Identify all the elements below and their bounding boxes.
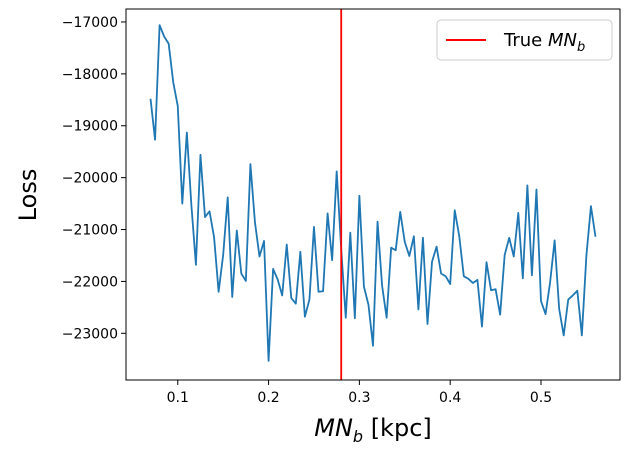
legend-label-prefix: True (503, 30, 548, 51)
y-axis-label: Loss (14, 169, 42, 222)
legend-label-subscript: b (577, 40, 585, 55)
x-axis-label-subscript: b (353, 427, 363, 446)
y-axis-ticks: −17000 −18000 −19000 −20000 −21000 −22000 −230… (62, 15, 126, 342)
y-tick-label: −19000 (62, 119, 118, 135)
y-tick-label: −22000 (62, 274, 118, 290)
x-tick-label: 0.5 (530, 390, 552, 406)
y-tick-label: −17000 (62, 15, 118, 31)
x-axis-label: MNb [kpc] (314, 414, 432, 446)
x-tick-label: 0.2 (257, 390, 279, 406)
plot-area (126, 9, 620, 380)
legend: True MNb (436, 19, 613, 61)
x-axis-ticks: 0.1 0.2 0.3 0.4 0.5 (167, 380, 552, 406)
axes-frame (125, 8, 621, 381)
y-tick-label: −23000 (62, 326, 118, 342)
x-tick-label: 0.3 (348, 390, 370, 406)
data-layer (149, 9, 597, 380)
x-tick-label: 0.4 (439, 390, 461, 406)
x-axis-label-unit: [kpc] (363, 414, 432, 442)
y-tick-label: −21000 (62, 223, 118, 239)
y-tick-label: −18000 (62, 67, 118, 83)
loss-series-line (149, 24, 597, 362)
legend-label-main: MN (548, 30, 577, 51)
y-tick-label: −20000 (62, 171, 118, 187)
x-tick-label: 0.1 (167, 390, 189, 406)
legend-label: True MNb (503, 30, 585, 55)
x-axis-label-main: MN (314, 414, 353, 442)
legend-box (436, 19, 613, 61)
